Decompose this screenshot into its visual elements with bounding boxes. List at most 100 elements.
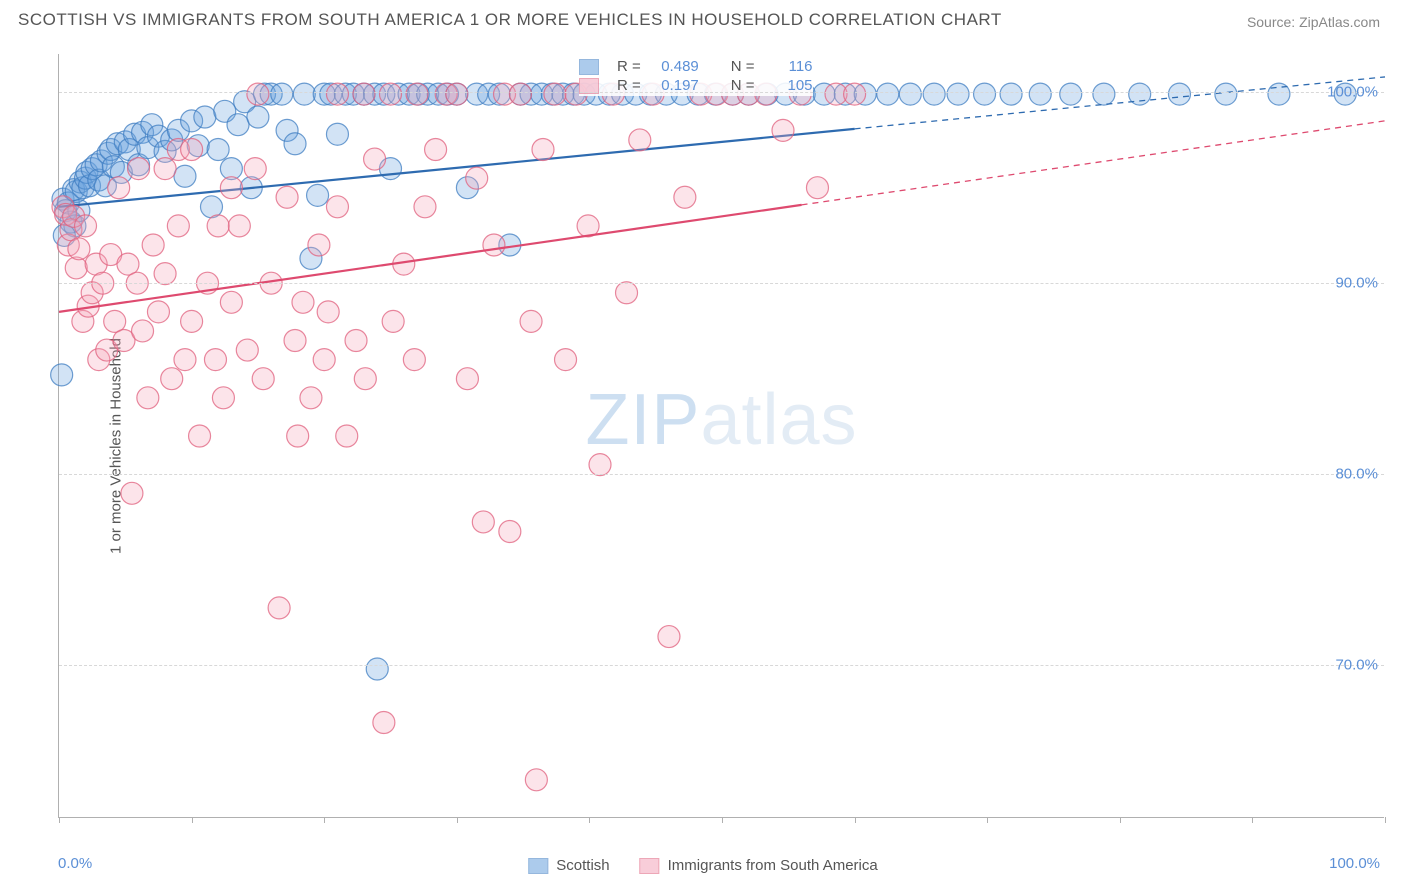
data-point xyxy=(555,349,577,371)
data-point xyxy=(674,186,696,208)
data-point xyxy=(181,310,203,332)
x-axis-max-label: 100.0% xyxy=(1329,855,1380,872)
data-point xyxy=(228,215,250,237)
data-point xyxy=(1168,83,1190,105)
data-point xyxy=(167,215,189,237)
data-point xyxy=(336,425,358,447)
data-point xyxy=(147,301,169,323)
data-point xyxy=(137,387,159,409)
data-point xyxy=(806,177,828,199)
data-point xyxy=(499,521,521,543)
gridline xyxy=(59,92,1384,93)
data-point xyxy=(68,238,90,260)
data-point xyxy=(75,215,97,237)
data-point xyxy=(354,368,376,390)
gridline xyxy=(59,665,1384,666)
data-point xyxy=(121,482,143,504)
data-point xyxy=(472,511,494,533)
data-point xyxy=(154,263,176,285)
data-point xyxy=(1060,83,1082,105)
data-point xyxy=(207,215,229,237)
x-tick xyxy=(987,817,988,823)
data-point xyxy=(658,626,680,648)
x-tick xyxy=(1252,817,1253,823)
data-point xyxy=(772,119,794,141)
data-point xyxy=(974,83,996,105)
x-tick xyxy=(1120,817,1121,823)
data-point xyxy=(132,320,154,342)
data-point xyxy=(403,349,425,371)
stats-row: R =0.489N =116 xyxy=(579,58,813,75)
data-point xyxy=(194,106,216,128)
stats-n-label: N = xyxy=(731,58,755,75)
gridline xyxy=(59,474,1384,475)
chart-title: SCOTTISH VS IMMIGRANTS FROM SOUTH AMERIC… xyxy=(18,10,1002,30)
y-tick-label: 100.0% xyxy=(1327,84,1378,101)
y-tick-label: 90.0% xyxy=(1335,275,1378,292)
data-point xyxy=(317,301,339,323)
x-tick xyxy=(722,817,723,823)
stats-r-value: 0.489 xyxy=(651,58,699,75)
data-point xyxy=(247,106,269,128)
data-point xyxy=(353,83,375,105)
data-point xyxy=(247,83,269,105)
data-point xyxy=(128,158,150,180)
data-point xyxy=(520,310,542,332)
y-tick-label: 70.0% xyxy=(1335,657,1378,674)
data-point xyxy=(456,368,478,390)
data-point xyxy=(65,257,87,279)
legend-swatch xyxy=(640,858,660,874)
legend-swatch xyxy=(579,59,599,75)
data-point xyxy=(364,148,386,170)
data-point xyxy=(308,234,330,256)
data-point xyxy=(174,349,196,371)
data-point xyxy=(380,83,402,105)
data-point xyxy=(212,387,234,409)
legend-item: Immigrants from South America xyxy=(640,857,878,874)
data-point xyxy=(425,139,447,161)
data-point xyxy=(326,83,348,105)
data-point xyxy=(207,139,229,161)
data-point xyxy=(532,139,554,161)
data-point xyxy=(466,167,488,189)
gridline xyxy=(59,283,1384,284)
data-point xyxy=(244,158,266,180)
data-point xyxy=(382,310,404,332)
x-tick xyxy=(324,817,325,823)
data-point xyxy=(406,83,428,105)
legend-label: Immigrants from South America xyxy=(668,857,878,874)
x-tick xyxy=(192,817,193,823)
data-point xyxy=(161,368,183,390)
data-point xyxy=(51,364,73,386)
data-point xyxy=(525,769,547,791)
data-point xyxy=(509,83,531,105)
data-point xyxy=(300,387,322,409)
data-point xyxy=(189,425,211,447)
y-tick-label: 80.0% xyxy=(1335,466,1378,483)
data-point xyxy=(544,83,566,105)
legend-item: Scottish xyxy=(528,857,609,874)
data-point xyxy=(899,83,921,105)
data-point xyxy=(142,234,164,256)
chart-svg xyxy=(59,54,1384,817)
x-tick xyxy=(855,817,856,823)
data-point xyxy=(326,123,348,145)
data-point xyxy=(252,368,274,390)
data-point xyxy=(154,158,176,180)
data-point xyxy=(204,349,226,371)
data-point xyxy=(947,83,969,105)
data-point xyxy=(629,129,651,151)
data-point xyxy=(287,425,309,447)
data-point xyxy=(446,83,468,105)
data-point xyxy=(313,349,335,371)
data-point xyxy=(220,177,242,199)
data-point xyxy=(414,196,436,218)
data-point xyxy=(483,234,505,256)
data-point xyxy=(1215,83,1237,105)
stats-legend: R =0.489N =116R =0.197N =105 xyxy=(579,56,813,96)
source-label: Source: ZipAtlas.com xyxy=(1247,14,1380,30)
data-point xyxy=(1000,83,1022,105)
data-point xyxy=(877,83,899,105)
data-point xyxy=(373,712,395,734)
data-point xyxy=(236,339,258,361)
